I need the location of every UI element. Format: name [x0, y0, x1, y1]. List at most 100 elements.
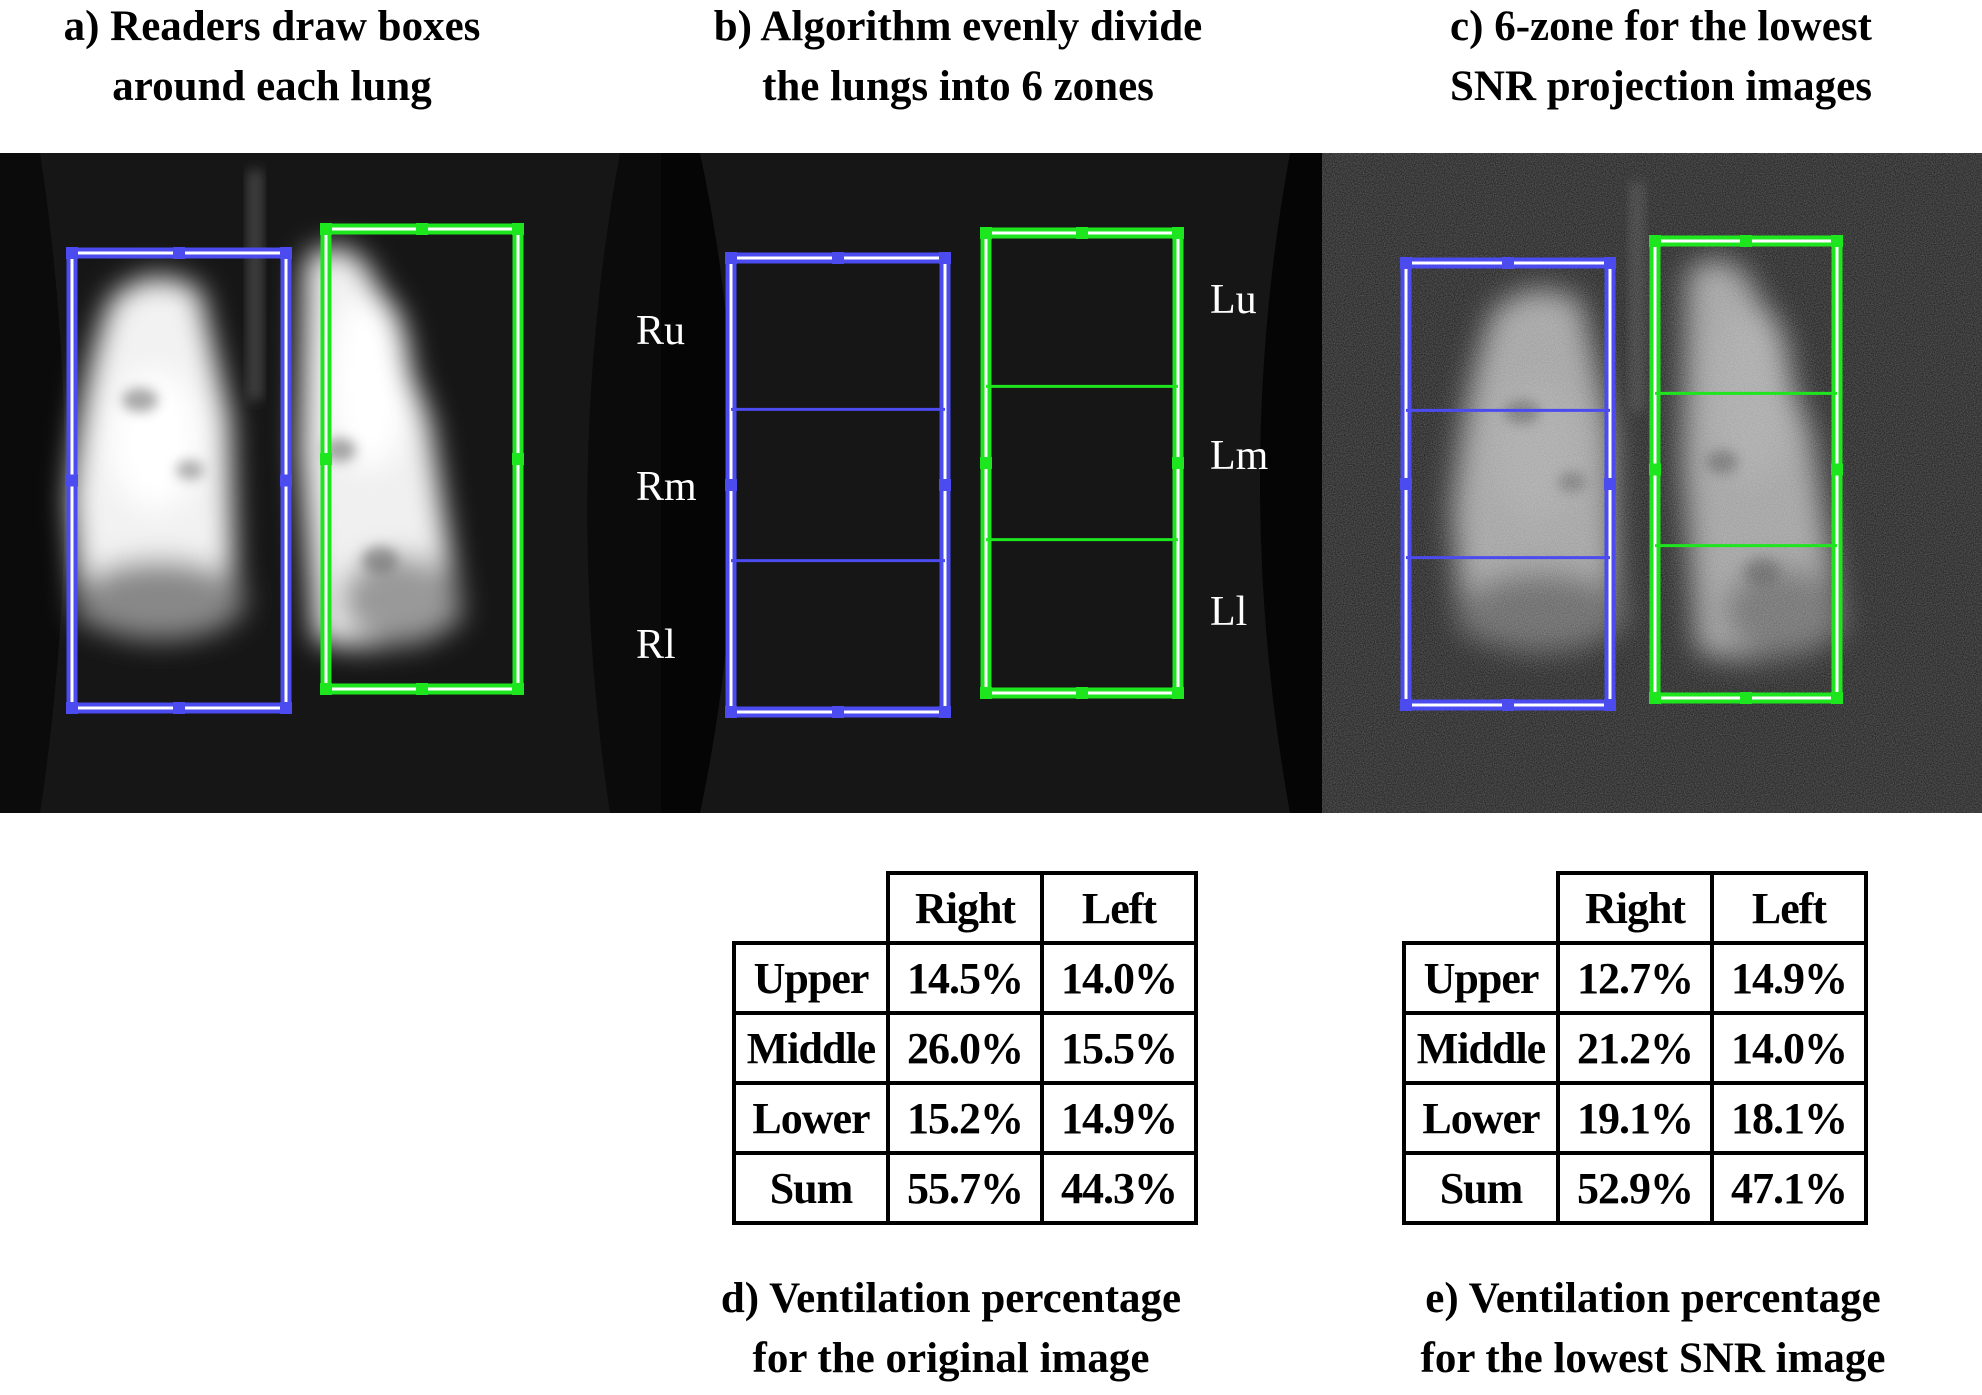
resize-handle[interactable]: [416, 683, 428, 695]
table-row: Upper 12.7% 14.9%: [1402, 941, 1868, 1015]
resize-handle[interactable]: [66, 702, 78, 714]
cell-left: 14.0%: [1040, 941, 1198, 1015]
row-label: Middle: [1402, 1011, 1560, 1085]
row-label: Lower: [1402, 1081, 1560, 1155]
resize-handle[interactable]: [320, 223, 332, 235]
panel-c-right-lung-box[interactable]: [1400, 257, 1616, 711]
row-label: Upper: [732, 941, 890, 1015]
table-row: Sum 55.7% 44.3%: [732, 1151, 1198, 1225]
panel-a-right-lung-box[interactable]: [66, 247, 292, 714]
ventilation-table-original: Right Left Upper 14.5% 14.0% Middle 26.0% 15…: [732, 871, 1198, 1225]
resize-handle[interactable]: [1172, 457, 1184, 469]
resize-handle[interactable]: [173, 247, 185, 259]
panel-c-title-line2: SNR projection images: [1450, 63, 1872, 110]
cell-right: 55.7%: [886, 1151, 1044, 1225]
resize-handle[interactable]: [1649, 235, 1661, 247]
resize-handle[interactable]: [1649, 692, 1661, 704]
col-header-left: Left: [1040, 871, 1198, 945]
resize-handle[interactable]: [725, 479, 737, 491]
cell-left: 18.1%: [1710, 1081, 1868, 1155]
resize-handle[interactable]: [1740, 692, 1752, 704]
cell-left: 14.0%: [1710, 1011, 1868, 1085]
resize-handle[interactable]: [1604, 478, 1616, 490]
resize-handle[interactable]: [1076, 687, 1088, 699]
row-label: Middle: [732, 1011, 890, 1085]
resize-handle[interactable]: [173, 702, 185, 714]
panel-b-left-lung-box[interactable]: [980, 227, 1184, 699]
resize-handle[interactable]: [1831, 463, 1843, 476]
resize-handle[interactable]: [320, 453, 332, 465]
cell-left: 14.9%: [1040, 1081, 1198, 1155]
resize-handle[interactable]: [1831, 235, 1843, 247]
col-header-left: Left: [1710, 871, 1868, 945]
resize-handle[interactable]: [512, 223, 524, 235]
resize-handle[interactable]: [1172, 227, 1184, 239]
resize-handle[interactable]: [1604, 699, 1616, 711]
resize-handle[interactable]: [512, 453, 524, 465]
panel-c-title-line1: c) 6-zone for the lowest: [1450, 3, 1873, 50]
cell-left: 44.3%: [1040, 1151, 1198, 1225]
resize-handle[interactable]: [1400, 478, 1412, 490]
resize-handle[interactable]: [280, 474, 292, 487]
resize-handle[interactable]: [512, 683, 524, 695]
panel-a-title-line2: around each lung: [112, 63, 432, 110]
ventilation-table-lowest-snr: Right Left Upper 12.7% 14.9% Middle 21.2% 14…: [1402, 871, 1868, 1225]
resize-handle[interactable]: [1172, 687, 1184, 699]
table-row: Middle 21.2% 14.0%: [1402, 1011, 1868, 1085]
resize-handle[interactable]: [832, 706, 844, 718]
resize-handle[interactable]: [939, 252, 951, 264]
resize-handle[interactable]: [1649, 463, 1661, 476]
resize-handle[interactable]: [980, 687, 992, 699]
table-row: Lower 15.2% 14.9%: [732, 1081, 1198, 1155]
table-row: Middle 26.0% 15.5%: [732, 1011, 1198, 1085]
resize-handle[interactable]: [320, 683, 332, 695]
cell-left: 47.1%: [1710, 1151, 1868, 1225]
col-header-right: Right: [1556, 871, 1714, 945]
cell-right: 15.2%: [886, 1081, 1044, 1155]
resize-handle[interactable]: [1400, 257, 1412, 269]
table-row: Lower 19.1% 18.1%: [1402, 1081, 1868, 1155]
panel-a-left-lung-box[interactable]: [320, 223, 524, 695]
resize-handle[interactable]: [980, 457, 992, 469]
cell-right: 19.1%: [1556, 1081, 1714, 1155]
resize-handle[interactable]: [280, 247, 292, 259]
zone-label-ll: Ll: [1210, 589, 1247, 635]
resize-handle[interactable]: [939, 479, 951, 491]
resize-handle[interactable]: [1831, 692, 1843, 704]
row-label: Upper: [1402, 941, 1560, 1015]
resize-handle[interactable]: [1604, 257, 1616, 269]
cell-right: 14.5%: [886, 941, 1044, 1015]
row-label: Sum: [1402, 1151, 1560, 1225]
col-header-right: Right: [886, 871, 1044, 945]
resize-handle[interactable]: [832, 252, 844, 264]
cell-right: 26.0%: [886, 1011, 1044, 1085]
resize-handle[interactable]: [725, 252, 737, 264]
resize-handle[interactable]: [66, 247, 78, 259]
table-d-caption-line1: d) Ventilation percentage: [721, 1275, 1181, 1322]
panel-b-right-lung-box[interactable]: [725, 252, 951, 718]
zone-label-lm: Lm: [1210, 433, 1269, 479]
resize-handle[interactable]: [1076, 227, 1088, 239]
resize-handle[interactable]: [1502, 699, 1514, 711]
resize-handle[interactable]: [725, 706, 737, 718]
cell-left: 15.5%: [1040, 1011, 1198, 1085]
table-e-caption-line2: for the lowest SNR image: [1421, 1335, 1886, 1382]
resize-handle[interactable]: [416, 223, 428, 235]
resize-handle[interactable]: [939, 706, 951, 718]
cell-right: 21.2%: [1556, 1011, 1714, 1085]
resize-handle[interactable]: [1502, 257, 1514, 269]
resize-handle[interactable]: [1740, 235, 1752, 247]
resize-handle[interactable]: [280, 702, 292, 714]
resize-handle[interactable]: [1400, 699, 1412, 711]
zone-label-ru: Ru: [636, 308, 685, 354]
resize-handle[interactable]: [980, 227, 992, 239]
row-label: Sum: [732, 1151, 890, 1225]
zone-label-rl: Rl: [636, 622, 676, 668]
table-row: Sum 52.9% 47.1%: [1402, 1151, 1868, 1225]
panel-c-left-lung-box[interactable]: [1649, 235, 1843, 704]
panel-a-title-line1: a) Readers draw boxes: [64, 3, 481, 50]
table-row: Upper 14.5% 14.0%: [732, 941, 1198, 1015]
resize-handle[interactable]: [66, 474, 78, 487]
cell-right: 52.9%: [1556, 1151, 1714, 1225]
table-d-caption-line2: for the original image: [753, 1335, 1150, 1382]
